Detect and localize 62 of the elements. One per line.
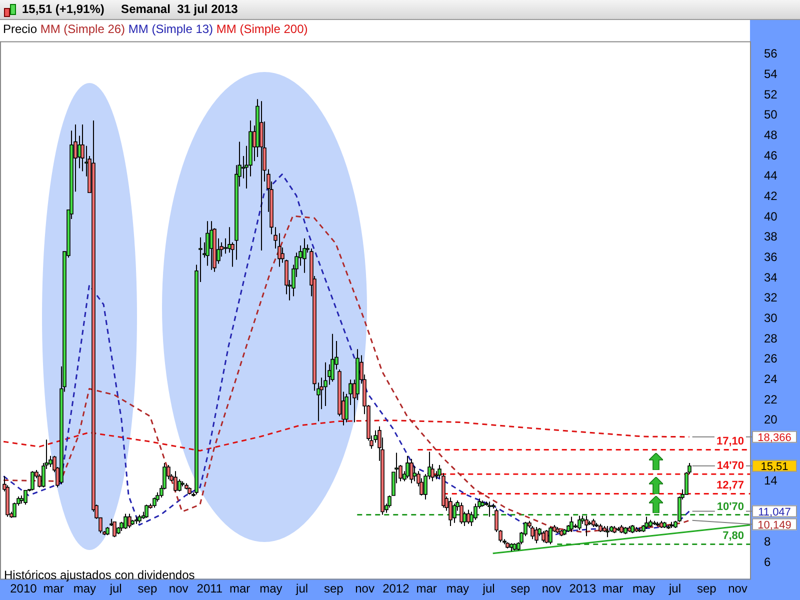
x-tick-label: jul bbox=[295, 581, 308, 596]
y-tick-label: 50 bbox=[764, 108, 778, 122]
legend-title: Precio bbox=[3, 22, 38, 36]
y-tick-label: 20 bbox=[764, 412, 778, 427]
x-tick-label: jul bbox=[482, 581, 495, 596]
annotation: 10,149 bbox=[758, 519, 792, 532]
x-tick-label: 2010 bbox=[10, 581, 38, 596]
chart-title: 15,51 (+1,91%) Semanal 31 jul 2013 bbox=[22, 2, 238, 16]
annotation: 15,51 bbox=[760, 460, 788, 473]
text: MM (Simple 13) bbox=[128, 22, 214, 36]
y-tick-label: 40 bbox=[764, 209, 778, 224]
x-tick-label: may bbox=[446, 581, 469, 596]
y-tick-label: 22 bbox=[764, 392, 778, 406]
y-tick-label: 30 bbox=[764, 310, 778, 325]
y-tick-label: 6 bbox=[764, 554, 771, 569]
x-tick-label: nov bbox=[542, 581, 562, 596]
y-tick-label: 44 bbox=[764, 168, 778, 183]
x-tick-label: jul bbox=[108, 581, 122, 596]
annotation: 14'70 bbox=[716, 460, 744, 472]
x-tick-label: may bbox=[73, 581, 96, 596]
x-tick-label: mar bbox=[602, 581, 624, 596]
y-tick-label: 24 bbox=[764, 372, 778, 386]
y-tick-label: 14 bbox=[764, 474, 778, 488]
x-tick-label: mar bbox=[416, 581, 437, 596]
x-tick-label: sep bbox=[510, 581, 530, 596]
x-tick-label: nov bbox=[168, 581, 188, 596]
y-tick-label: 42 bbox=[764, 189, 778, 203]
x-tick-label: jul bbox=[668, 581, 682, 596]
y-tick-label: 54 bbox=[764, 67, 778, 82]
x-tick-label: mar bbox=[43, 581, 64, 596]
x-tick-label: 2011 bbox=[196, 581, 223, 596]
y-tick-label: 28 bbox=[764, 331, 778, 346]
y-tick-label: 56 bbox=[764, 46, 778, 61]
y-tick-label: 36 bbox=[764, 250, 778, 264]
y-tick-label: 48 bbox=[764, 128, 778, 142]
annotation: 17,10 bbox=[716, 436, 744, 448]
x-tick-label: may bbox=[260, 581, 282, 596]
annotation: 7,80 bbox=[722, 530, 744, 542]
annotation: Históricos ajustados con dividendos bbox=[4, 568, 195, 582]
y-tick-label: 46 bbox=[764, 148, 778, 162]
y-tick-label: 52 bbox=[764, 87, 778, 102]
x-tick-label: 2012 bbox=[382, 581, 410, 596]
x-tick-label: sep bbox=[138, 581, 158, 596]
y-tick-label: 26 bbox=[764, 352, 778, 366]
annotation: 18,366 bbox=[758, 432, 792, 444]
y-tick-label: 34 bbox=[764, 270, 778, 284]
line-series bbox=[2, 420, 690, 452]
x-tick-label: may bbox=[632, 581, 656, 596]
x-tick-label: 2013 bbox=[569, 581, 596, 596]
annotation: 11,047 bbox=[758, 506, 791, 518]
y-tick-label: 8 bbox=[764, 534, 771, 549]
x-tick-label: nov bbox=[355, 581, 374, 596]
x-tick-label: nov bbox=[728, 581, 748, 596]
y-tick-label: 32 bbox=[764, 290, 778, 305]
x-tick-label: sep bbox=[324, 581, 344, 596]
text: MM (Simple 200) bbox=[216, 22, 309, 36]
y-tick-label: 38 bbox=[764, 230, 778, 244]
x-tick-label: sep bbox=[696, 581, 717, 596]
annotation: 10'70 bbox=[716, 500, 744, 513]
text: MM (Simple 26) bbox=[40, 22, 126, 36]
annotation: 12,77 bbox=[716, 480, 744, 492]
x-tick-label: mar bbox=[229, 581, 250, 596]
